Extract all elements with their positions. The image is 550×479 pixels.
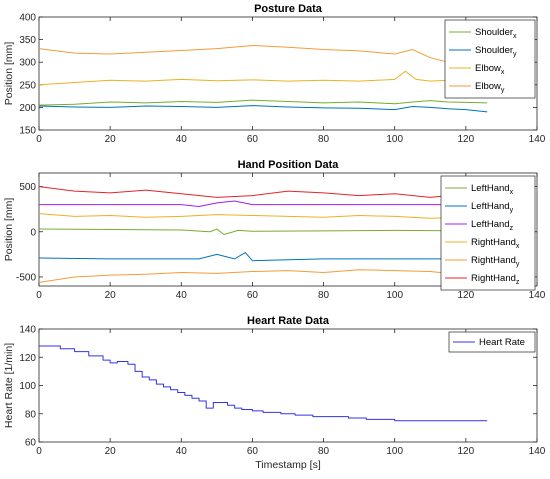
legend-label-name: RightHand: [471, 273, 516, 284]
chart-title: Heart Rate Data: [247, 315, 330, 327]
series-line-righthand-z: [39, 186, 488, 198]
legend-label: LeftHandx: [471, 183, 514, 196]
legend-label: Elbowx: [475, 63, 505, 76]
x-tick-label: 20: [105, 290, 117, 301]
x-tick-label: 0: [36, 446, 42, 457]
x-tick-label: 40: [176, 446, 188, 457]
legend: LeftHandxLeftHandyLeftHandzRightHandxRig…: [440, 175, 536, 291]
x-tick-label: 140: [529, 290, 546, 301]
x-tick-label: 120: [458, 290, 475, 301]
y-axis-label: Position [mm]: [3, 42, 15, 106]
legend-label-subscript: x: [516, 243, 520, 250]
legend-label-name: Elbow: [475, 63, 501, 74]
legend-label-name: Elbow: [475, 81, 501, 92]
chart-title: Posture Data: [254, 3, 323, 15]
series-line-lefthand-z: [39, 200, 488, 207]
x-tick-label: 20: [105, 134, 117, 145]
y-tick-label: 140: [19, 325, 36, 336]
x-tick-label: 120: [458, 134, 475, 145]
y-tick-label: 150: [19, 126, 36, 137]
x-tick-label: 100: [386, 134, 403, 145]
legend-label-name: LeftHand: [471, 201, 510, 212]
legend-label-name: RightHand: [471, 237, 516, 248]
y-tick-label: 250: [19, 80, 36, 91]
y-tick-label: 300: [19, 58, 36, 69]
x-tick-label: 100: [386, 446, 403, 457]
legend-label: RightHandz: [471, 273, 520, 286]
x-tick-label: 60: [247, 446, 259, 457]
y-tick-label: 400: [19, 13, 36, 24]
legend-box: [440, 175, 536, 291]
legend-label-subscript: x: [510, 189, 514, 196]
x-tick-label: 20: [105, 446, 117, 457]
chart-panel-1: Posture Data 0 20 40 60 80 100 120 140 150 200 250 3…: [3, 3, 546, 145]
y-tick-label: 80: [25, 409, 37, 420]
legend-label: Heart Rate: [479, 337, 525, 348]
chart-panel-3: Heart Rate Data 0 20 40 60 80 100 120 140 60 80 100…: [3, 315, 546, 471]
series-line-righthand-x: [39, 213, 488, 219]
x-tick-label: 40: [176, 290, 188, 301]
series-line-shoulder-y: [39, 105, 488, 113]
y-tick-label: 200: [19, 103, 36, 114]
legend-label: Elbowy: [475, 81, 505, 94]
x-tick-label: 60: [247, 290, 259, 301]
y-tick-label: -500: [16, 272, 36, 283]
legend-label-subscript: z: [510, 225, 514, 232]
legend: Heart Rate: [448, 331, 536, 353]
x-tick-label: 140: [529, 446, 546, 457]
y-tick-label: 500: [19, 182, 36, 193]
y-tick-label: 0: [30, 227, 36, 238]
x-tick-label: 80: [318, 446, 330, 457]
x-axis-label: Timestamp [s]: [255, 459, 321, 471]
legend-label-subscript: y: [513, 51, 517, 58]
legend-label-name: Shoulder: [475, 45, 513, 56]
legend-label: Shoulderx: [475, 27, 517, 40]
x-tick-label: 40: [176, 134, 188, 145]
x-tick-label: 0: [36, 134, 42, 145]
chart-panel-2: Hand Position Data 0 20 40 60 80 100 120 140 -500…: [3, 159, 546, 301]
legend-label-subscript: y: [501, 87, 505, 94]
legend-label: LeftHandy: [471, 201, 514, 214]
chart-title: Hand Position Data: [238, 159, 340, 171]
series-line-heart-rate: [39, 345, 488, 422]
x-tick-label: 120: [458, 446, 475, 457]
legend-box: [444, 19, 536, 99]
legend-label-name: LeftHand: [471, 219, 510, 230]
y-tick-label: 100: [19, 381, 36, 392]
legend-box: [448, 331, 536, 353]
y-tick-label: 350: [19, 35, 36, 46]
legend-label: Shouldery: [475, 45, 517, 58]
series-line-elbow-x: [39, 70, 488, 86]
legend-label-subscript: z: [516, 279, 520, 286]
x-tick-label: 60: [247, 134, 259, 145]
series-line-lefthand-y: [39, 252, 488, 262]
series-line-shoulder-x: [39, 99, 488, 106]
y-axis-label: Heart Rate [1/min]: [3, 343, 15, 428]
y-tick-label: 60: [25, 438, 37, 449]
legend-label-subscript: x: [501, 69, 505, 76]
y-tick-label: 120: [19, 353, 36, 364]
x-tick-label: 140: [529, 134, 546, 145]
x-tick-label: 100: [386, 290, 403, 301]
y-axis-label: Position [mm]: [3, 198, 15, 262]
plot-area-frame: [38, 16, 538, 131]
x-tick-label: 80: [318, 290, 330, 301]
x-tick-label: 80: [318, 134, 330, 145]
legend-label-name: Shoulder: [475, 27, 513, 38]
x-tick-label: 0: [36, 290, 42, 301]
legend-label-subscript: y: [510, 207, 514, 214]
legend-label: RightHandx: [471, 237, 520, 250]
series-line-lefthand-x: [39, 228, 488, 235]
legend-label-name: LeftHand: [471, 183, 510, 194]
legend-label: RightHandy: [471, 255, 520, 268]
legend-label-subscript: y: [516, 261, 520, 268]
series-line-elbow-y: [39, 44, 488, 63]
series-line-righthand-y: [39, 269, 488, 283]
legend-label-name: Heart Rate: [479, 337, 525, 348]
legend-label-subscript: x: [513, 33, 517, 40]
legend-label: LeftHandz: [471, 219, 514, 232]
legend-label-name: RightHand: [471, 255, 516, 266]
